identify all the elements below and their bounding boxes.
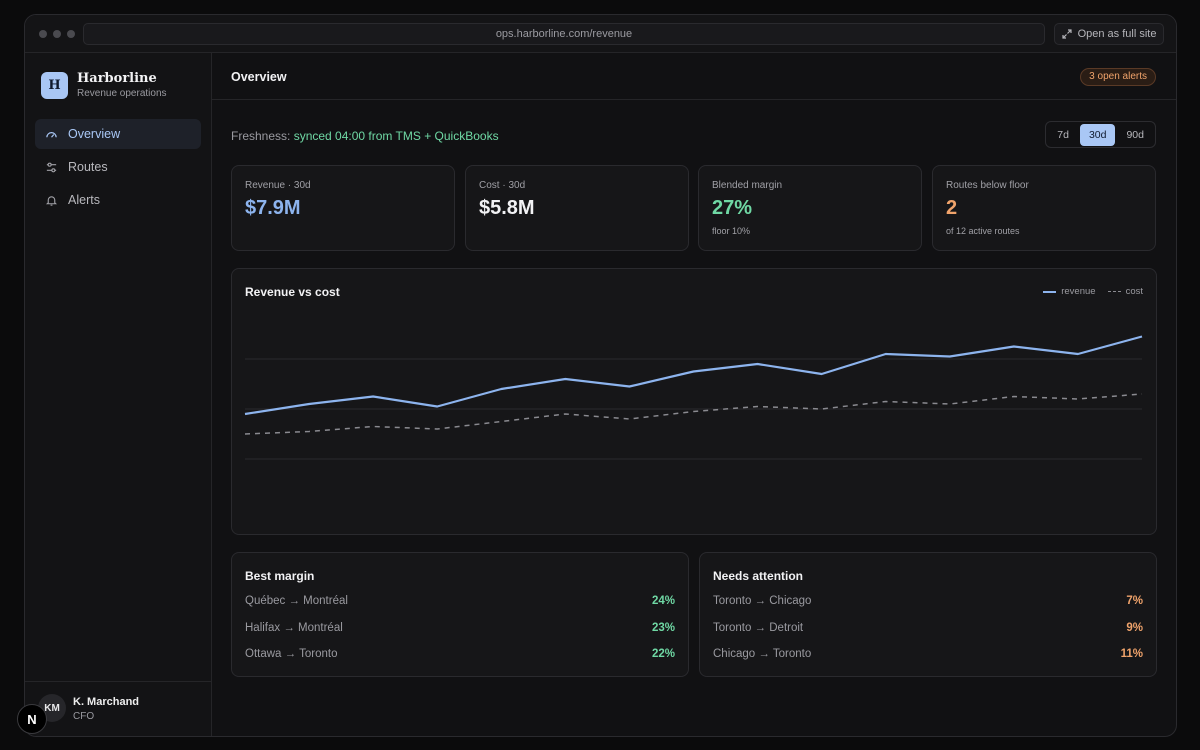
series-line-revenue — [244, 335, 1143, 416]
stat-card-routes-below-floor: Routes below floor 2 of 12 active routes — [932, 165, 1156, 251]
brand-logo: H — [41, 71, 68, 99]
stat-label: Routes below floor — [946, 180, 1029, 191]
user-name: K. Marchand — [73, 696, 140, 708]
freshness-status: Freshness: synced 04:00 from TMS + Quick… — [231, 129, 499, 143]
stat-card-cost: Cost · 30d $5.8M — [465, 165, 689, 251]
range-7d-button[interactable]: 7d — [1057, 128, 1069, 141]
list-item[interactable]: Chicago → Toronto 11% — [713, 648, 1143, 664]
brand-subtitle: Revenue operations — [77, 88, 167, 99]
route-name: Toronto → Chicago — [713, 595, 812, 607]
expand-icon — [1061, 29, 1072, 39]
sidebar-nav: Overview Routes Alerts — [35, 119, 201, 218]
sliders-icon — [46, 162, 57, 172]
list-item[interactable]: Toronto → Detroit 9% — [713, 622, 1143, 638]
range-selector: 7d 30d 90d — [1045, 121, 1156, 148]
stat-value: 27% — [712, 197, 753, 219]
margin-value: 22% — [651, 648, 675, 660]
stat-label: Revenue · 30d — [245, 180, 311, 191]
open-full-site-label: Open as full site — [1077, 28, 1157, 40]
margin-value: 9% — [1126, 622, 1143, 634]
open-full-site-button[interactable]: Open as full site — [1054, 23, 1164, 45]
range-90d-button[interactable]: 90d — [1126, 128, 1144, 141]
route-name: Chicago → Toronto — [713, 648, 812, 660]
window-controls — [39, 30, 75, 38]
list-item[interactable]: Québec → Montréal 24% — [245, 595, 675, 611]
margin-value: 24% — [651, 595, 675, 607]
sidebar-item-overview[interactable]: Overview — [35, 119, 201, 149]
gauge-icon — [46, 131, 57, 138]
sidebar-item-label: Alerts — [68, 193, 100, 207]
card-title: Needs attention — [713, 569, 804, 583]
route-name: Toronto → Detroit — [713, 622, 804, 634]
card-title: Best margin — [245, 569, 315, 583]
sidebar: H Harborline Revenue operations Overview… — [25, 53, 212, 736]
margin-value: 23% — [651, 622, 675, 634]
chart-legend: revenue cost — [1043, 286, 1143, 297]
sidebar-item-alerts[interactable]: Alerts — [35, 185, 201, 215]
stat-sub: floor 10% — [712, 226, 751, 236]
best-margin-card: Best margin Québec → Montréal 24% Halifa… — [231, 552, 689, 677]
app-window: ops.harborline.com/revenue Open as full … — [24, 14, 1177, 737]
url-bar[interactable]: ops.harborline.com/revenue — [83, 23, 1045, 45]
page-header: Overview 3 open alerts — [212, 53, 1176, 100]
main-content: Overview 3 open alerts Freshness: synced… — [212, 53, 1176, 736]
brand[interactable]: H Harborline Revenue operations — [41, 71, 167, 99]
window-zoom-dot[interactable] — [67, 30, 75, 38]
window-close-dot[interactable] — [39, 30, 47, 38]
bell-icon — [45, 195, 58, 206]
legend-item-cost: cost — [1107, 286, 1143, 297]
series-line-cost — [244, 393, 1143, 435]
stat-card-revenue: Revenue · 30d $7.9M — [231, 165, 455, 251]
legend-swatch-revenue — [1043, 290, 1057, 293]
stat-value: $5.8M — [479, 197, 535, 219]
user-role: CFO — [73, 711, 95, 722]
list-item[interactable]: Ottawa → Toronto 22% — [245, 648, 675, 664]
revenue-vs-cost-chart: Revenue vs cost revenue cost — [231, 268, 1157, 535]
freshness-label: Freshness: — [231, 129, 291, 143]
stat-label: Blended margin — [712, 180, 783, 191]
margin-value: 11% — [1120, 648, 1143, 660]
sidebar-item-routes[interactable]: Routes — [35, 152, 201, 182]
user-profile[interactable]: KM K. Marchand CFO — [25, 681, 211, 736]
list-item[interactable]: Halifax → Montréal 23% — [245, 622, 675, 638]
route-name: Québec → Montréal — [245, 595, 348, 607]
stat-value: 2 — [946, 197, 958, 219]
stat-card-margin: Blended margin 27% floor 10% — [698, 165, 922, 251]
sidebar-item-label: Overview — [68, 127, 121, 141]
legend-swatch-cost — [1107, 291, 1121, 292]
brand-name: Harborline — [77, 71, 157, 86]
stat-sub: of 12 active routes — [946, 226, 1020, 236]
chart-title: Revenue vs cost — [245, 285, 340, 299]
freshness-sync-text: synced 04:00 from TMS + QuickBooks — [293, 129, 499, 143]
legend-label: revenue — [1061, 286, 1096, 297]
list-item[interactable]: Toronto → Chicago 7% — [713, 595, 1143, 611]
legend-label: cost — [1125, 286, 1143, 297]
range-30d-button[interactable]: 30d — [1079, 123, 1116, 146]
stat-value: $7.9M — [245, 197, 301, 219]
route-name: Ottawa → Toronto — [245, 648, 338, 660]
needs-attention-card: Needs attention Toronto → Chicago 7% Tor… — [699, 552, 1157, 677]
sidebar-item-label: Routes — [68, 160, 108, 174]
route-name: Halifax → Montréal — [245, 622, 343, 634]
open-alerts-badge[interactable]: 3 open alerts — [1080, 68, 1156, 86]
legend-item-revenue: revenue — [1043, 286, 1096, 297]
stat-label: Cost · 30d — [479, 180, 526, 191]
browser-titlebar: ops.harborline.com/revenue Open as full … — [25, 15, 1176, 53]
margin-value: 7% — [1126, 595, 1143, 607]
chart-plot — [244, 335, 1143, 460]
window-minimize-dot[interactable] — [53, 30, 61, 38]
dev-overlay-badge[interactable]: N — [17, 704, 47, 734]
page-title: Overview — [231, 70, 287, 84]
